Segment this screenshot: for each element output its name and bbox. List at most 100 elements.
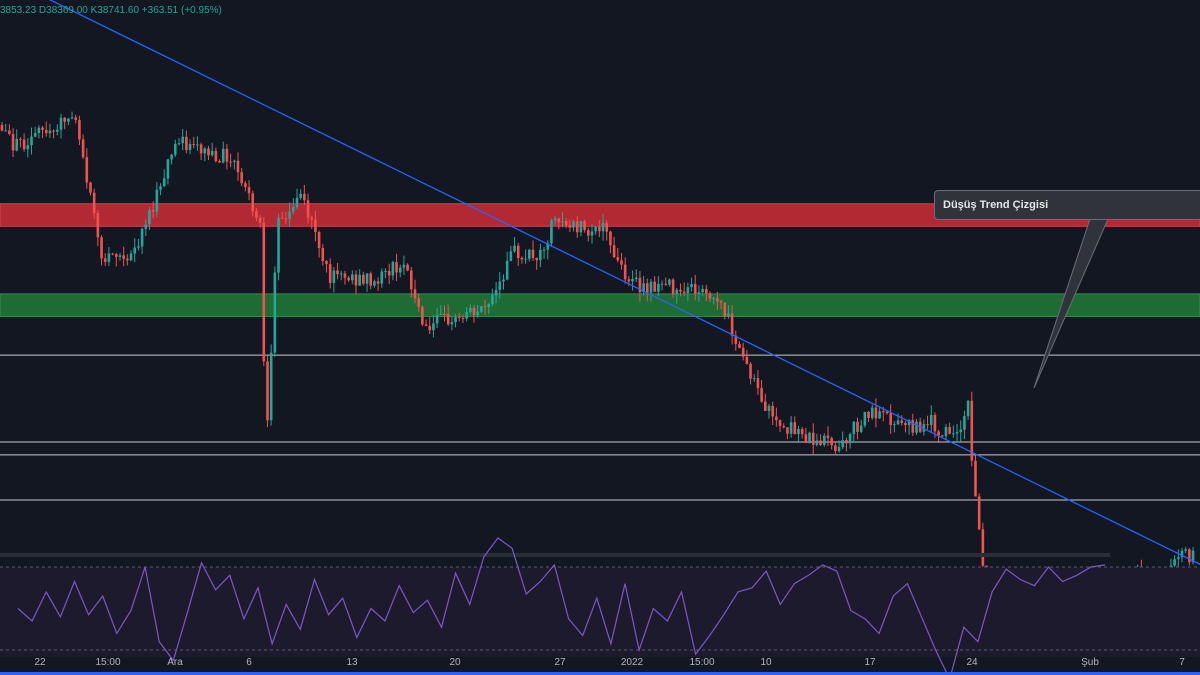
candle-body (155, 189, 159, 212)
candle-body (941, 435, 944, 437)
candle-body (465, 312, 468, 319)
candle-body (815, 440, 819, 445)
candle-body (579, 221, 583, 233)
candle-body (295, 197, 299, 208)
candle-body (955, 432, 959, 434)
candle-body (904, 422, 907, 426)
candle-body (177, 143, 181, 145)
candle-body (963, 416, 966, 430)
candle-body (959, 429, 963, 433)
candle-body (170, 154, 173, 160)
candle-body (435, 314, 439, 324)
candle-body (148, 210, 151, 225)
candle-body (251, 193, 255, 212)
candle-body (749, 363, 752, 379)
candle-body (491, 295, 494, 305)
candle-body (258, 217, 262, 223)
x-axis-tick-label: 10 (760, 657, 772, 668)
candle-body (203, 148, 207, 154)
candle-body (1191, 550, 1195, 563)
candle-body (288, 211, 291, 219)
candle-body (778, 420, 782, 426)
candle-body (354, 274, 358, 286)
candle-body (181, 136, 184, 144)
candle-body (421, 306, 424, 325)
candle-body (605, 223, 609, 232)
candle-body (107, 253, 111, 262)
candle-body (33, 133, 37, 137)
candle-body (446, 313, 450, 325)
candle-body (236, 160, 240, 173)
candle-body (708, 293, 712, 299)
candle-body (867, 411, 870, 418)
candle-body (948, 427, 951, 434)
candle-body (756, 378, 760, 389)
candle-body (144, 224, 148, 229)
candle-body (561, 221, 564, 223)
candle-body (384, 270, 387, 272)
candle-body (952, 433, 955, 435)
candle-body (255, 211, 258, 218)
candle-body (351, 274, 354, 281)
candle-body (870, 407, 874, 418)
candle-body (362, 274, 365, 284)
candle-body (476, 311, 479, 316)
candle-body (513, 245, 516, 252)
candle-body (410, 270, 413, 290)
candle-body (775, 416, 778, 421)
candle-body (752, 378, 756, 380)
candle-body (668, 279, 671, 285)
candle-body (553, 218, 557, 221)
candle-body (907, 420, 911, 426)
resistance-zone[interactable] (0, 203, 1200, 227)
candle-body (292, 207, 295, 212)
candle-body (944, 427, 948, 437)
x-axis-tick-label: 24 (966, 657, 978, 668)
candle-body (1188, 549, 1191, 563)
candle-body (159, 186, 162, 190)
candle-body (262, 222, 266, 362)
downtrend-line[interactable] (0, 0, 1200, 587)
candle-body (387, 270, 391, 276)
candle-body (41, 127, 44, 130)
candle-body (823, 435, 826, 445)
candle-body (151, 210, 155, 212)
candle-body (391, 262, 395, 276)
candle-body (893, 424, 896, 426)
candle-body (0, 124, 4, 131)
candle-body (26, 145, 30, 150)
candle-body (837, 447, 841, 451)
annotation-label[interactable]: Düşüş Trend Çizgisi (934, 190, 1200, 220)
candle-body (882, 411, 885, 413)
candle-body (247, 187, 251, 194)
candle-body (30, 136, 33, 146)
candle-body (174, 143, 177, 155)
candle-body (970, 400, 974, 461)
rsi-series-line (17, 537, 1106, 675)
candle-body (277, 217, 280, 273)
candle-body (863, 411, 867, 426)
support-zone[interactable] (0, 293, 1200, 317)
candle-body (162, 178, 166, 187)
candle-body (598, 226, 601, 232)
candle-body (830, 438, 833, 446)
candle-body (81, 139, 85, 158)
candle-body (225, 148, 229, 162)
candle-body (568, 225, 572, 228)
candle-body (266, 361, 269, 421)
candle-body (885, 411, 889, 414)
candle-body (196, 144, 199, 146)
candle-body (402, 264, 406, 268)
candle-body (70, 117, 74, 119)
candle-body (343, 273, 347, 278)
candle-body (926, 424, 929, 426)
candle-body (649, 281, 653, 293)
candle-body (1184, 549, 1187, 551)
candle-body (273, 272, 277, 353)
candle-body (634, 277, 638, 280)
candle-body (664, 283, 668, 285)
candle-body (535, 257, 538, 261)
candle-body (977, 496, 981, 530)
candle-body (22, 139, 26, 150)
